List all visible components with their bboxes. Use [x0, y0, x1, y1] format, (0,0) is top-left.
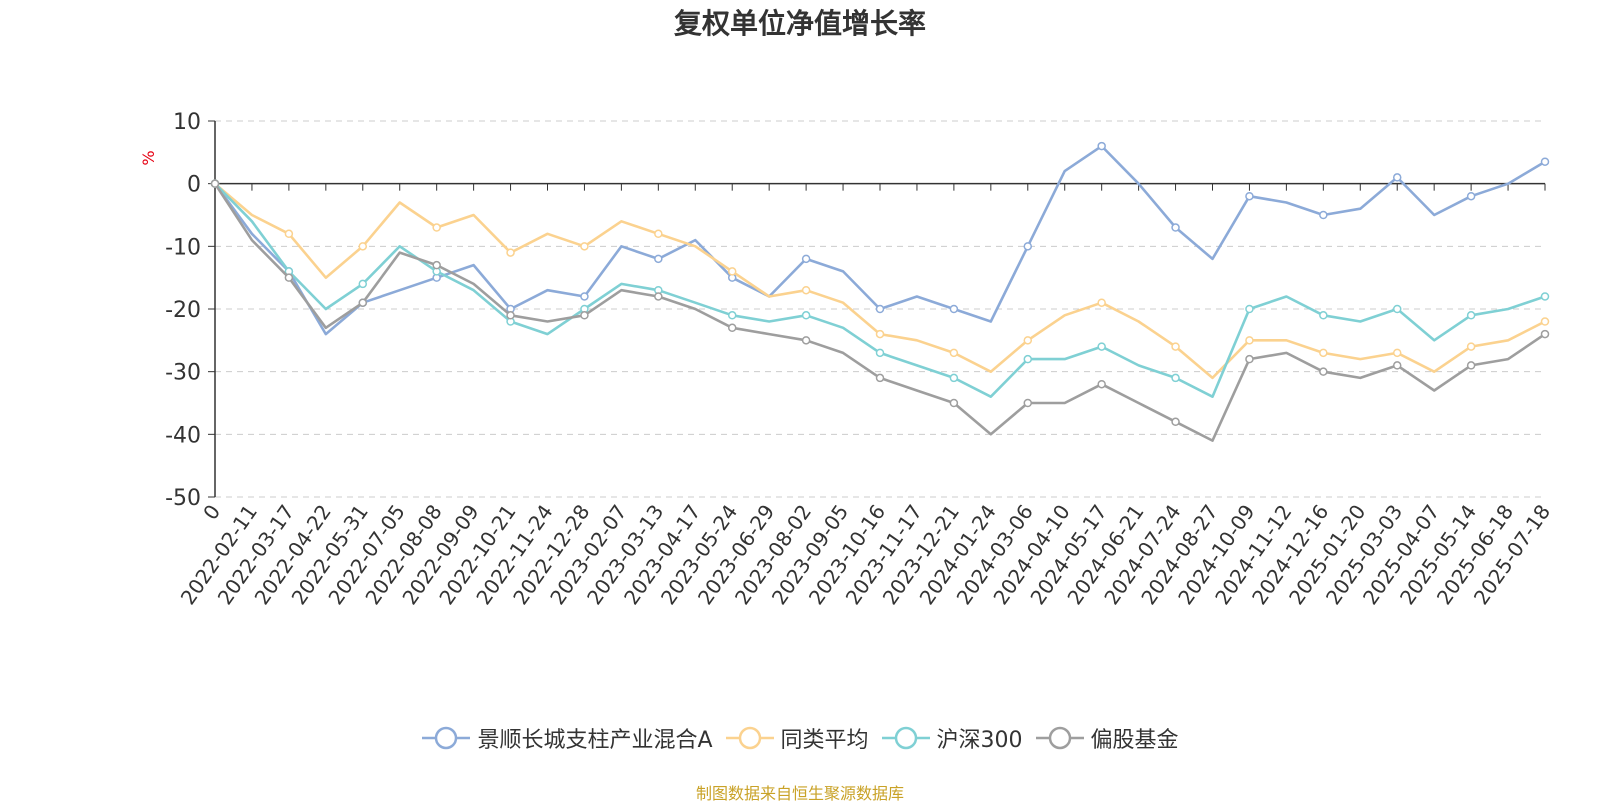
legend-item-2[interactable]: 沪深300 — [881, 722, 1023, 754]
series-point — [801, 336, 811, 345]
series-point — [580, 292, 589, 301]
series-point — [801, 311, 811, 320]
legend-label: 景顺长城支柱产业混合A — [477, 728, 713, 753]
y-tick-label: -50 — [165, 486, 201, 511]
legend-item-1[interactable]: 同类平均 — [725, 722, 869, 754]
series-point — [1097, 342, 1106, 351]
series-point — [875, 329, 885, 339]
legend-swatch — [881, 725, 931, 751]
series-line-2 — [214, 182, 1546, 399]
series-point — [875, 348, 885, 358]
series-point — [727, 323, 737, 333]
legend-swatch — [725, 725, 775, 751]
series-point — [1466, 191, 1476, 201]
y-axis-ticks: 10 0 -10 -20 -30 -40 -50 — [165, 110, 215, 511]
series-point — [1171, 417, 1180, 427]
x-tick-label: 0 — [198, 500, 225, 524]
series-point — [1171, 223, 1180, 232]
series-point — [1171, 373, 1180, 383]
series-point — [801, 254, 811, 264]
series-point — [580, 311, 589, 320]
series-point — [801, 285, 811, 295]
y-tick-label: 10 — [173, 110, 201, 135]
series-point — [1466, 311, 1476, 320]
series-point — [1023, 336, 1033, 345]
series-point — [1540, 157, 1550, 166]
y-tick-label: -40 — [165, 423, 201, 448]
series-point — [654, 292, 663, 301]
series-point — [1540, 292, 1550, 301]
series-point — [949, 304, 959, 314]
series-point — [1245, 304, 1254, 314]
series-point — [1540, 329, 1550, 339]
series-point — [358, 279, 368, 289]
series-point — [358, 298, 368, 307]
y-axis-unit: % — [139, 150, 158, 165]
grid-lines — [215, 120, 1545, 498]
series-point — [949, 373, 959, 383]
series-point — [1097, 298, 1106, 307]
series-point — [580, 242, 589, 251]
series-point — [1466, 342, 1476, 351]
series-point — [358, 242, 368, 251]
series-lines — [210, 141, 1550, 442]
series-point — [432, 260, 441, 270]
series-point — [1245, 336, 1254, 345]
series-point — [1319, 210, 1328, 220]
series-point — [1392, 348, 1402, 358]
series-point — [1392, 304, 1402, 314]
legend-label: 同类平均 — [780, 728, 869, 753]
series-point — [727, 311, 737, 320]
series-point — [432, 223, 441, 232]
series-point — [1392, 361, 1402, 370]
chart-title: 复权单位净值增长率 — [673, 7, 926, 40]
series-point — [949, 348, 959, 358]
series-point — [875, 304, 885, 314]
legend-swatch — [1035, 725, 1085, 751]
series-point — [1023, 242, 1033, 251]
series-point — [654, 254, 663, 264]
legend-label: 沪深300 — [936, 728, 1023, 753]
y-tick-label: -10 — [165, 235, 201, 260]
series-point — [1245, 354, 1254, 364]
series-point — [1319, 348, 1328, 358]
series-point — [1023, 354, 1033, 364]
series-point — [506, 248, 515, 257]
series-point — [654, 229, 663, 239]
series-point — [210, 179, 220, 188]
series-point — [1540, 317, 1550, 326]
legend-item-0[interactable]: 景顺长城支柱产业混合A — [421, 722, 713, 754]
series-point — [1023, 398, 1033, 408]
series-point — [1245, 191, 1254, 201]
series-point — [875, 373, 885, 383]
series-point — [949, 398, 959, 408]
legend-swatch — [421, 725, 471, 751]
legend-item-3[interactable]: 偏股基金 — [1035, 722, 1179, 754]
y-tick-label: 0 — [187, 173, 201, 198]
series-point — [1392, 173, 1402, 182]
series-point — [1097, 379, 1106, 389]
source-note: 制图数据来自恒生聚源数据库 — [695, 784, 904, 803]
series-point — [1466, 361, 1476, 370]
series-point — [1171, 342, 1180, 351]
series-point — [506, 311, 515, 320]
series-point — [1319, 367, 1328, 376]
series-point — [1319, 311, 1328, 320]
series-point — [727, 267, 737, 276]
legend-label: 偏股基金 — [1090, 728, 1179, 753]
series-point — [284, 273, 294, 282]
x-axis-ticks: 02022-02-112022-03-172022-04-222022-05-3… — [176, 183, 1555, 609]
series-point — [1097, 141, 1106, 151]
y-tick-label: -20 — [165, 298, 201, 323]
y-tick-label: -30 — [165, 361, 201, 386]
series-point — [284, 229, 294, 239]
legend: 景顺长城支柱产业混合A 同类平均 沪深300 偏股基金 — [0, 722, 1600, 754]
